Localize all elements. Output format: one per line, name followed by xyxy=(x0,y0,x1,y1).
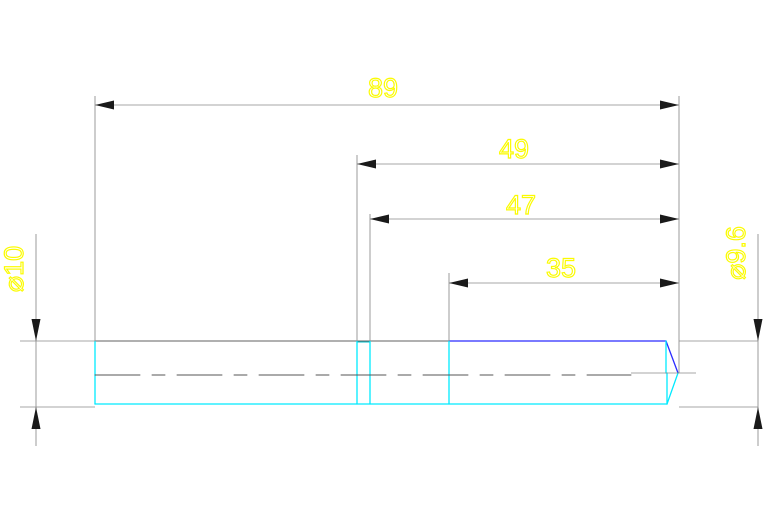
svg-text:47: 47 xyxy=(506,190,536,220)
svg-text:⌀9.6: ⌀9.6 xyxy=(721,226,751,280)
svg-text:89: 89 xyxy=(368,73,398,103)
svg-text:35: 35 xyxy=(546,253,576,283)
svg-text:49: 49 xyxy=(499,134,529,164)
svg-text:⌀10: ⌀10 xyxy=(0,246,29,292)
